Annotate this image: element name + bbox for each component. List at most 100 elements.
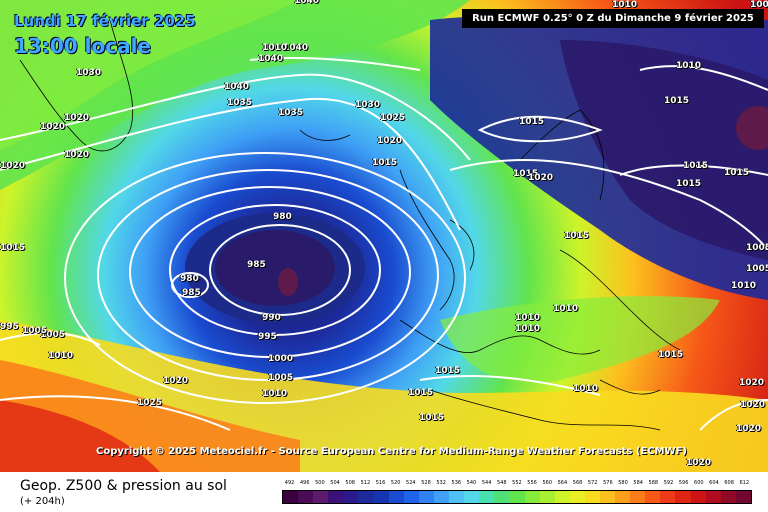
scale-label: 568 <box>572 480 583 486</box>
isobar-label: 1020 <box>528 173 554 183</box>
scale-swatch <box>328 491 344 503</box>
isobar-label: 1020 <box>0 161 26 171</box>
isobar-label: 1015 <box>724 168 750 178</box>
scale-label: 552 <box>512 480 522 486</box>
scale-label: 584 <box>633 480 643 486</box>
map-title: Geop. Z500 & pression au sol <box>20 478 227 494</box>
scale-swatch <box>569 491 585 503</box>
isobar-label: 1005 <box>746 243 768 253</box>
forecast-date: Lundi 17 février 2025 <box>14 12 196 30</box>
isobar-label: 1020 <box>740 400 766 410</box>
scale-label: 560 <box>542 480 552 486</box>
scale-swatch <box>373 491 389 503</box>
scale-swatch <box>358 491 374 503</box>
scale-swatch <box>509 491 525 503</box>
forecast-lead-time: (+ 204h) <box>20 496 65 507</box>
isobar-label: 1015 <box>564 231 590 241</box>
scale-swatch <box>584 491 600 503</box>
scale-label: 592 <box>663 480 674 486</box>
color-scale-bar <box>282 490 752 504</box>
scale-label: 528 <box>421 480 431 486</box>
run-info-banner: Run ECMWF 0.25° 0 Z du Dimanche 9 févrie… <box>462 9 764 28</box>
scale-label: 600 <box>694 480 704 486</box>
scale-swatch <box>599 491 616 503</box>
scale-label: 532 <box>436 480 446 486</box>
scale-swatch <box>403 491 419 503</box>
isobar-label: 1005 <box>22 326 48 336</box>
isobar-label: 1030 <box>355 100 381 110</box>
isobar-label: 1000 <box>750 0 768 10</box>
isobar-label: 1015 <box>435 366 461 376</box>
scale-swatch <box>433 491 450 503</box>
scale-label: 508 <box>345 480 355 486</box>
isobar-label: 1015 <box>658 350 684 360</box>
scale-swatch <box>494 491 510 503</box>
isobar-label: 1015 <box>513 169 539 179</box>
isobar-label: 990 <box>262 313 281 323</box>
coastlines <box>19 19 681 431</box>
isobar-label: 1040 <box>224 82 250 92</box>
isobar-label: 1010 <box>262 389 288 399</box>
greenland-region <box>0 0 300 150</box>
isobar-label: 1010 <box>573 384 599 394</box>
scale-label: 580 <box>618 480 628 486</box>
isobar-label: 1040 <box>294 0 320 6</box>
scale-label: 524 <box>406 480 416 486</box>
scale-label: 576 <box>603 480 613 486</box>
color-scale-labels: 492 496 500 504 508 512 516 520 524 528 532 536 540 5… <box>282 480 752 488</box>
isobar-label: 1020 <box>64 150 90 160</box>
purple-core-east <box>736 106 768 150</box>
scale-swatch <box>298 491 314 503</box>
scale-label: 496 <box>299 480 310 486</box>
scale-label: 512 <box>360 480 371 486</box>
isobar-label: 985 <box>247 260 266 270</box>
scale-swatch <box>539 491 555 503</box>
scale-swatch <box>720 491 736 503</box>
isobar-label: 1010 <box>612 0 638 10</box>
atlantic-low-core <box>215 230 335 306</box>
isobar-label: 1015 <box>683 161 709 171</box>
isobar-label: 1015 <box>664 96 690 106</box>
scale-label: 540 <box>466 480 477 486</box>
scale-swatch <box>615 491 631 503</box>
scale-label: 500 <box>315 480 325 486</box>
scale-swatch <box>524 491 540 503</box>
scale-swatch <box>464 491 480 503</box>
isobar-label: 1010 <box>515 313 541 323</box>
scale-label: 504 <box>330 480 340 486</box>
scale-label: 536 <box>451 480 462 486</box>
scale-swatch <box>479 491 495 503</box>
isobar-label: 995 <box>258 332 277 342</box>
scale-swatch <box>660 491 676 503</box>
isobar-label: 1010 <box>262 43 288 53</box>
isobar-label: 1015 <box>372 158 398 168</box>
isobar-label: 1020 <box>377 136 403 146</box>
isobar-label: 1015 <box>519 117 545 127</box>
scale-label: 612 <box>739 480 750 486</box>
isobar-label: 1020 <box>163 376 189 386</box>
isobar-label: 980 <box>273 212 292 222</box>
scale-label: 588 <box>648 480 659 486</box>
isobar-label: 1040 <box>258 54 284 64</box>
isobar-label: 1000 <box>268 354 294 364</box>
scale-label: 564 <box>557 480 568 486</box>
isobar-label: 1035 <box>278 108 304 118</box>
mediterranean-green <box>440 296 720 383</box>
isobar-label: 985 <box>182 288 201 298</box>
isobar-label: 1010 <box>515 324 541 334</box>
low-center-purple <box>278 268 298 296</box>
copyright-notice: Copyright © 2025 Meteociel.fr - Source E… <box>96 446 687 457</box>
scale-swatch <box>283 491 299 503</box>
isobar-label: 1010 <box>731 281 757 291</box>
isobar-label: 1005 <box>746 264 768 274</box>
isobar-label: 1025 <box>380 113 406 123</box>
isobar-label: 1030 <box>76 68 102 78</box>
isobars <box>0 57 768 431</box>
isobar-label: 1010 <box>676 61 702 71</box>
weather-map: Lundi 17 février 2025 13:00 locale Run E… <box>0 0 768 472</box>
scale-swatch <box>449 491 465 503</box>
isobar-label: 1015 <box>0 243 26 253</box>
scale-label: 520 <box>390 480 401 486</box>
isobar-label: 1020 <box>40 122 66 132</box>
isobar-label: 1005 <box>268 373 294 383</box>
